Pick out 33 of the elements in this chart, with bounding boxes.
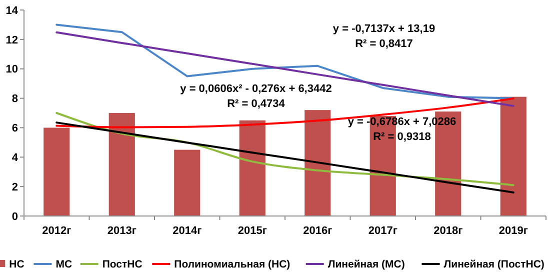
bar <box>500 96 526 216</box>
y-tick-label: 4 <box>12 152 19 164</box>
annotation: y = 0,0606x² - 0,276x + 6,3442 R² = 0,4734 <box>180 83 332 110</box>
x-tick-label: 2018г <box>434 225 464 237</box>
y-tick-label: 12 <box>6 34 18 46</box>
bar <box>174 150 200 216</box>
y-tick-label: 2 <box>12 181 18 194</box>
annotation: y = -0,7137x + 13,19 R² = 0,8417 <box>332 23 436 50</box>
legend-label: МС <box>56 258 72 271</box>
y-tick-label: 8 <box>12 93 18 106</box>
x-tick-label: 2019г <box>498 225 528 237</box>
x-tick-label: 2016г <box>303 225 333 237</box>
x-tick-label: 2012г <box>42 225 72 237</box>
legend-label: Линейная (ПостНС) <box>444 258 544 271</box>
bar <box>304 110 331 216</box>
bar <box>239 120 266 216</box>
x-tick-label: 2013г <box>107 225 137 237</box>
line-series <box>56 97 514 128</box>
y-tick-label: 14 <box>6 4 19 17</box>
bar <box>108 113 135 216</box>
line-series <box>56 112 514 186</box>
legend-label: Полиномиальная (НС) <box>174 258 290 271</box>
bar <box>44 128 70 216</box>
y-tick-label: 0 <box>12 210 18 223</box>
y-tick-label: 6 <box>12 122 18 135</box>
line-series <box>56 24 514 100</box>
x-tick-label: 2015г <box>238 225 268 237</box>
x-tick-label: 2017г <box>368 225 398 237</box>
x-tick-label: 2014г <box>172 225 202 237</box>
legend-label: ПостНС <box>102 258 143 271</box>
y-tick-label: 10 <box>6 64 18 76</box>
legend-label: НС <box>9 258 25 271</box>
legend-label: Линейная (МС) <box>328 258 405 271</box>
